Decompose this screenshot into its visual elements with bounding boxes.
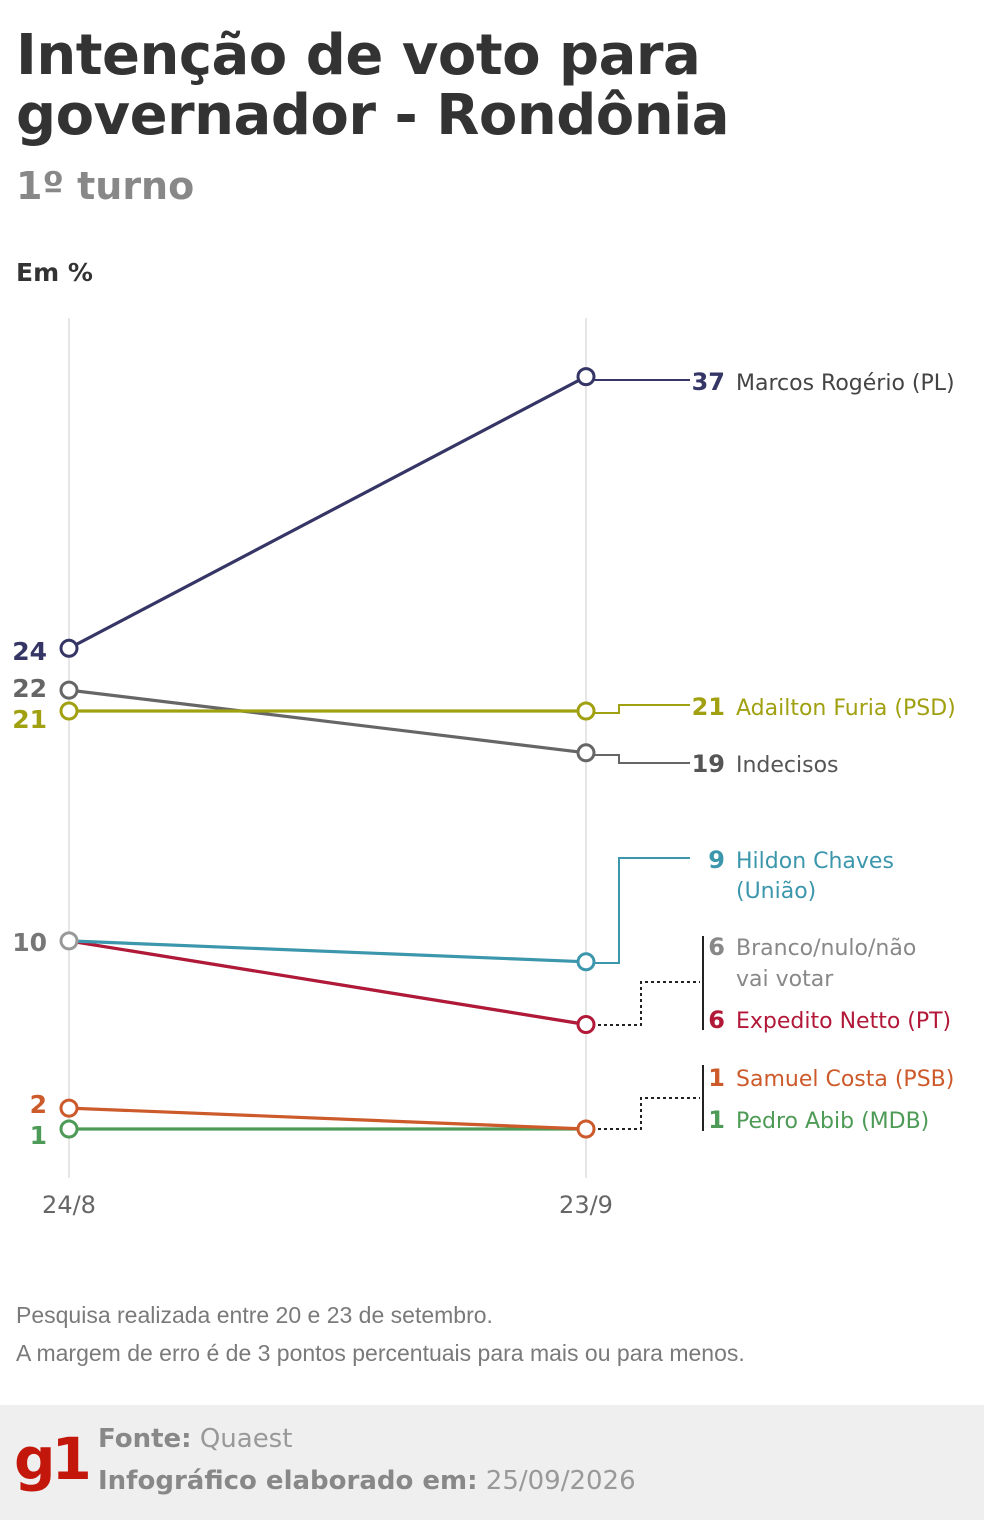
right-value-label: 21 — [692, 693, 725, 721]
g1-logo: g1 — [14, 1425, 92, 1493]
data-point-marker — [576, 743, 596, 763]
series-name-label: vai votar — [736, 967, 834, 992]
connector-line — [586, 704, 690, 714]
right-value-label: 9 — [708, 846, 725, 874]
right-value-label: 37 — [692, 368, 725, 396]
connector-line — [586, 857, 690, 964]
left-value-label: 22 — [12, 674, 47, 703]
connector-bracket-line — [586, 981, 700, 1026]
x-tick-label: 23/9 — [559, 1191, 613, 1219]
left-value-label: 24 — [12, 637, 47, 666]
chart-title: Intenção de voto para governador - Rondô… — [16, 23, 730, 148]
series-name-label: Pedro Abib (MDB) — [736, 1109, 929, 1134]
left-value-label: 1 — [30, 1121, 47, 1150]
margin-note: A margem de erro é de 3 pontos percentua… — [16, 1340, 745, 1366]
series-name-label: Adailton Furia (PSD) — [736, 696, 956, 721]
data-point-marker — [59, 1098, 79, 1118]
series-name-label: Indecisos — [736, 753, 839, 778]
data-point-marker — [576, 701, 596, 721]
series-name-label: Expedito Netto (PT) — [736, 1009, 951, 1034]
date-label: Infográfico elaborado em: — [98, 1466, 478, 1496]
data-point-marker — [576, 367, 596, 387]
data-point-marker — [576, 952, 596, 972]
series-name-label: Branco/nulo/não — [736, 936, 916, 961]
left-value-label: 21 — [12, 705, 47, 734]
connector-line — [586, 754, 690, 764]
series-name-label: Marcos Rogério (PL) — [736, 371, 955, 396]
series-name-label: Hildon Chaves — [736, 849, 894, 874]
x-tick-label: 24/8 — [42, 1191, 96, 1219]
data-point-marker — [59, 680, 79, 700]
source-label: Fonte: — [98, 1424, 192, 1454]
right-value-label: 6 — [708, 933, 725, 961]
data-point-marker — [576, 1015, 596, 1034]
series-line — [68, 375, 587, 650]
series-name-label: (União) — [736, 879, 816, 904]
footer-bar — [0, 1405, 984, 1520]
right-value-label: 1 — [708, 1106, 725, 1134]
date-value: 25/09/2026 — [485, 1466, 636, 1496]
series-line — [68, 939, 587, 1027]
data-point-marker — [59, 701, 79, 721]
survey-note: Pesquisa realizada entre 20 e 23 de sete… — [16, 1302, 493, 1328]
connector-bracket-line — [586, 1097, 700, 1130]
unit-label: Em % — [16, 258, 93, 287]
data-point-marker — [59, 931, 79, 951]
left-value-label: 10 — [12, 928, 47, 957]
left-value-label: 2 — [30, 1090, 47, 1119]
data-point-marker — [59, 1119, 79, 1139]
right-value-label: 6 — [708, 1006, 725, 1034]
series-line — [68, 1106, 587, 1131]
right-value-label: 19 — [692, 750, 725, 778]
source-value: Quaest — [199, 1424, 293, 1454]
data-point-marker — [59, 638, 79, 658]
data-point-marker — [576, 1119, 596, 1139]
series-name-label: Samuel Costa (PSB) — [736, 1067, 954, 1092]
source-line: Fonte: Quaest — [98, 1424, 292, 1454]
series-line — [68, 939, 587, 964]
chart-subtitle: 1º turno — [16, 164, 195, 208]
date-line: Infográfico elaborado em: 25/09/2026 — [98, 1466, 636, 1496]
series-line — [68, 688, 587, 755]
right-value-label: 1 — [708, 1064, 725, 1092]
